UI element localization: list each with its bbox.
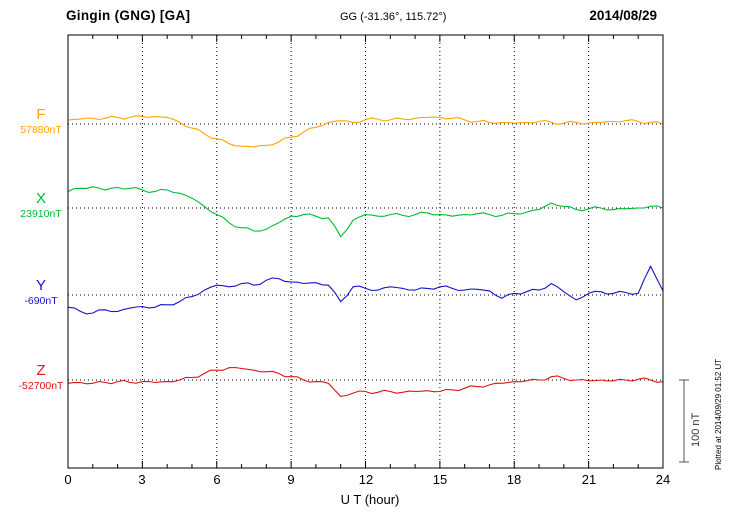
x-tick-label-9: 9	[287, 472, 295, 487]
channel-Z-baseline-value: -52700nT	[18, 380, 64, 392]
channel-X-name: X	[35, 190, 46, 207]
observatory-coordinates: GG (-31.36°, 115.72°)	[340, 11, 447, 23]
channel-Z-name: Z	[36, 362, 46, 379]
scale-bar-label: 100 nT	[690, 412, 702, 447]
x-tick-label-18: 18	[506, 472, 522, 487]
channel-Y-name: Y	[35, 277, 46, 294]
x-tick-label-3: 3	[138, 472, 146, 487]
x-tick-label-21: 21	[581, 472, 597, 487]
trace-X	[67, 186, 664, 238]
channel-Y-baseline-value: -690nT	[24, 295, 58, 307]
station-title: Gingin (GNG) [GA]	[66, 8, 191, 23]
trace-F	[67, 115, 664, 148]
x-tick-label-24: 24	[655, 472, 671, 487]
channel-F-label: F 57880nT	[10, 106, 72, 136]
channel-Z-label: Z -52700nT	[10, 362, 72, 392]
plotted-at-note: Plotted at 2014/09/29 01:52 UT	[714, 358, 723, 470]
channel-F-name: F	[36, 106, 46, 123]
x-tick-label-6: 6	[213, 472, 221, 487]
plot-date: 2014/08/29	[589, 8, 657, 23]
channel-F-baseline-value: 57880nT	[20, 124, 62, 136]
x-tick-label-12: 12	[358, 472, 374, 487]
trace-Y	[67, 265, 664, 315]
channel-X-label: X 23910nT	[10, 190, 72, 220]
x-tick-label-0: 0	[64, 472, 72, 487]
x-axis-title: U T (hour)	[340, 492, 400, 507]
plot-frame	[67, 34, 664, 469]
channel-Y-label: Y -690nT	[10, 277, 72, 307]
trace-Z	[67, 366, 664, 397]
channel-X-baseline-value: 23910nT	[20, 208, 62, 220]
x-tick-label-15: 15	[432, 472, 448, 487]
